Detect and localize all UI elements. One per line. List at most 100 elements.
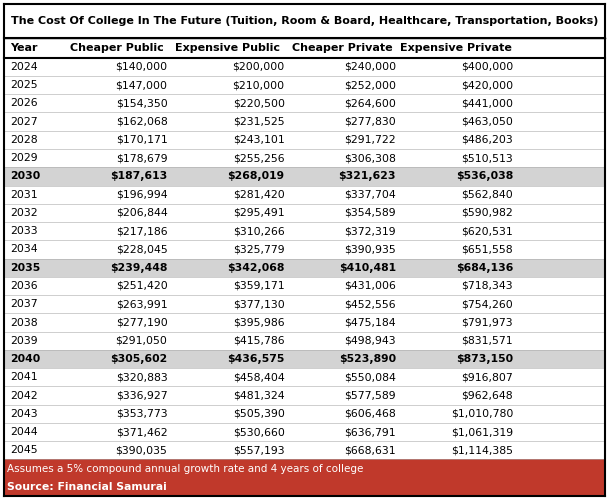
Text: Cheaper Private: Cheaper Private bbox=[292, 43, 392, 53]
Text: Assumes a 5% compound annual growth rate and 4 years of college: Assumes a 5% compound annual growth rate… bbox=[7, 464, 364, 473]
Text: $239,448: $239,448 bbox=[110, 262, 167, 272]
FancyBboxPatch shape bbox=[4, 168, 605, 186]
Text: 2032: 2032 bbox=[10, 208, 38, 218]
FancyBboxPatch shape bbox=[4, 460, 605, 477]
Text: 2042: 2042 bbox=[10, 390, 38, 400]
Text: $636,791: $636,791 bbox=[344, 427, 396, 437]
Text: $562,840: $562,840 bbox=[461, 190, 513, 200]
Text: $441,000: $441,000 bbox=[461, 98, 513, 108]
Text: 2037: 2037 bbox=[10, 299, 38, 309]
Text: $436,575: $436,575 bbox=[227, 354, 284, 364]
Text: Source: Financial Samurai: Source: Financial Samurai bbox=[7, 482, 167, 492]
Text: $252,000: $252,000 bbox=[344, 80, 396, 90]
FancyBboxPatch shape bbox=[4, 350, 605, 368]
Text: $530,660: $530,660 bbox=[233, 427, 284, 437]
Text: $962,648: $962,648 bbox=[462, 390, 513, 400]
Text: 2036: 2036 bbox=[10, 281, 38, 291]
Text: $458,404: $458,404 bbox=[233, 372, 284, 382]
Text: $359,171: $359,171 bbox=[233, 281, 284, 291]
Text: 2033: 2033 bbox=[10, 226, 38, 236]
FancyBboxPatch shape bbox=[4, 478, 605, 496]
Text: Expensive Private: Expensive Private bbox=[400, 43, 512, 53]
Text: 2028: 2028 bbox=[10, 135, 38, 145]
Text: $606,468: $606,468 bbox=[344, 409, 396, 419]
Text: $550,084: $550,084 bbox=[344, 372, 396, 382]
Text: $390,035: $390,035 bbox=[116, 446, 167, 456]
Text: $873,150: $873,150 bbox=[456, 354, 513, 364]
Text: $371,462: $371,462 bbox=[116, 427, 167, 437]
Text: $791,973: $791,973 bbox=[462, 318, 513, 328]
Text: $170,171: $170,171 bbox=[116, 135, 167, 145]
Text: $264,600: $264,600 bbox=[344, 98, 396, 108]
Text: $475,184: $475,184 bbox=[344, 318, 396, 328]
Text: 2029: 2029 bbox=[10, 153, 38, 163]
Text: $251,420: $251,420 bbox=[116, 281, 167, 291]
Text: 2035: 2035 bbox=[10, 262, 40, 272]
Text: $231,525: $231,525 bbox=[233, 116, 284, 126]
FancyBboxPatch shape bbox=[4, 240, 605, 258]
Text: Expensive Public: Expensive Public bbox=[175, 43, 280, 53]
Text: $620,531: $620,531 bbox=[461, 226, 513, 236]
Text: $684,136: $684,136 bbox=[456, 262, 513, 272]
Text: $400,000: $400,000 bbox=[461, 62, 513, 72]
FancyBboxPatch shape bbox=[4, 4, 605, 38]
Text: $353,773: $353,773 bbox=[116, 409, 167, 419]
FancyBboxPatch shape bbox=[4, 76, 605, 94]
FancyBboxPatch shape bbox=[4, 38, 605, 58]
Text: $523,890: $523,890 bbox=[339, 354, 396, 364]
Text: $1,061,319: $1,061,319 bbox=[451, 427, 513, 437]
FancyBboxPatch shape bbox=[4, 94, 605, 112]
FancyBboxPatch shape bbox=[4, 314, 605, 332]
Text: $268,019: $268,019 bbox=[228, 172, 284, 181]
Text: 2024: 2024 bbox=[10, 62, 38, 72]
Text: $217,186: $217,186 bbox=[116, 226, 167, 236]
Text: $306,308: $306,308 bbox=[344, 153, 396, 163]
Text: 2030: 2030 bbox=[10, 172, 40, 181]
Text: 2034: 2034 bbox=[10, 244, 38, 254]
Text: $372,319: $372,319 bbox=[344, 226, 396, 236]
FancyBboxPatch shape bbox=[4, 222, 605, 240]
Text: $320,883: $320,883 bbox=[116, 372, 167, 382]
Text: $228,045: $228,045 bbox=[116, 244, 167, 254]
Text: $420,000: $420,000 bbox=[461, 80, 513, 90]
Text: $291,050: $291,050 bbox=[116, 336, 167, 346]
Text: $310,266: $310,266 bbox=[233, 226, 284, 236]
Text: $337,704: $337,704 bbox=[344, 190, 396, 200]
Text: $140,000: $140,000 bbox=[115, 62, 167, 72]
Text: $305,602: $305,602 bbox=[110, 354, 167, 364]
Text: $200,000: $200,000 bbox=[233, 62, 284, 72]
Text: $452,556: $452,556 bbox=[344, 299, 396, 309]
Text: 2039: 2039 bbox=[10, 336, 38, 346]
FancyBboxPatch shape bbox=[4, 277, 605, 295]
Text: $196,994: $196,994 bbox=[116, 190, 167, 200]
Text: The Cost Of College In The Future (Tuition, Room & Board, Healthcare, Transporta: The Cost Of College In The Future (Tuiti… bbox=[11, 16, 598, 26]
Text: $321,623: $321,623 bbox=[339, 172, 396, 181]
Text: $718,343: $718,343 bbox=[462, 281, 513, 291]
FancyBboxPatch shape bbox=[4, 58, 605, 76]
Text: $336,927: $336,927 bbox=[116, 390, 167, 400]
Text: 2040: 2040 bbox=[10, 354, 40, 364]
FancyBboxPatch shape bbox=[4, 368, 605, 386]
Text: $291,722: $291,722 bbox=[344, 135, 396, 145]
Text: $481,324: $481,324 bbox=[233, 390, 284, 400]
Text: $590,982: $590,982 bbox=[461, 208, 513, 218]
Text: $187,613: $187,613 bbox=[110, 172, 167, 181]
Text: $505,390: $505,390 bbox=[233, 409, 284, 419]
Text: 2038: 2038 bbox=[10, 318, 38, 328]
Text: $577,589: $577,589 bbox=[344, 390, 396, 400]
FancyBboxPatch shape bbox=[4, 258, 605, 277]
FancyBboxPatch shape bbox=[4, 295, 605, 314]
Text: $325,779: $325,779 bbox=[233, 244, 284, 254]
Text: $390,935: $390,935 bbox=[344, 244, 396, 254]
FancyBboxPatch shape bbox=[4, 386, 605, 404]
Text: 2044: 2044 bbox=[10, 427, 38, 437]
Text: $162,068: $162,068 bbox=[116, 116, 167, 126]
FancyBboxPatch shape bbox=[4, 441, 605, 460]
Text: $557,193: $557,193 bbox=[233, 446, 284, 456]
Text: $154,350: $154,350 bbox=[116, 98, 167, 108]
Text: $295,491: $295,491 bbox=[233, 208, 284, 218]
Text: 2031: 2031 bbox=[10, 190, 38, 200]
Text: 2025: 2025 bbox=[10, 80, 38, 90]
Text: 2043: 2043 bbox=[10, 409, 38, 419]
FancyBboxPatch shape bbox=[4, 131, 605, 149]
